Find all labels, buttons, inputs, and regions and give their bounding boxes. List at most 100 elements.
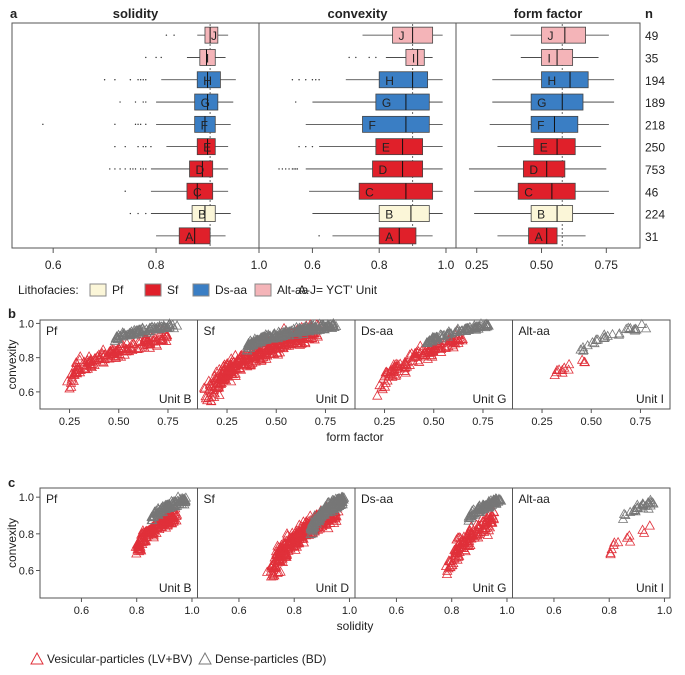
outlier-point [142,101,144,103]
dense-point [474,506,486,516]
outlier-point [132,168,134,170]
subplot-unit: Unit G [472,392,506,406]
vesicular-point [123,345,135,356]
vesicular-point [563,364,574,374]
vesicular-point [143,529,154,540]
vesicular-point [161,330,172,340]
outlier-point [295,101,297,103]
x-tick-label: 0.25 [59,416,80,428]
vesicular-point [441,568,453,578]
dense-point [591,334,602,344]
vesicular-point [133,545,145,556]
outlier-point [119,101,121,103]
outlier-point [291,168,294,170]
dense-point [443,326,455,336]
box-unit-label: E [540,141,548,155]
vesicular-point [98,357,109,367]
box-unit-label: I [548,51,551,65]
vesicular-point [146,523,158,534]
vesicular-point [71,363,83,374]
vesicular-point [234,354,246,364]
vesicular-triangle-icon [30,651,44,665]
vesicular-point [110,345,121,355]
vesicular-point [110,350,121,360]
outlier-point [298,145,300,148]
vesicular-point [298,537,310,547]
outlier-point [145,145,147,148]
vesicular-point [212,372,223,382]
vesicular-point [295,526,307,536]
dense-point [281,326,292,336]
vesicular-point [102,350,113,360]
subplot-facies: Sf [204,324,216,338]
x-tick-label: 0.25 [531,416,552,428]
n-value: 753 [645,163,665,177]
outlier-point [318,79,320,81]
vesicular-point [549,369,560,380]
n-value: 49 [645,29,659,43]
dense-point [467,505,478,515]
vesicular-point [260,347,272,358]
y-tick-label: 1.0 [19,492,34,504]
box-unit-label: B [385,208,393,222]
y-tick-label: 0.8 [19,529,34,541]
dense-point [262,332,273,342]
dense-point [607,328,618,339]
vesicular-point [68,375,79,385]
vesicular-point [142,334,153,344]
outlier-point [295,168,297,170]
outlier-point [311,145,314,148]
box-unit-label: C [193,185,202,199]
box [372,160,424,178]
outlier-point [291,79,294,81]
outlier-point [348,56,350,59]
boxplot-title-1: convexity [328,6,389,21]
box [189,160,214,178]
box-unit-label: G [537,96,546,110]
vesicular-point [81,359,92,369]
vesicular-point [138,336,149,347]
vesicular-point [169,515,180,525]
dense-point [129,327,140,337]
vesicular-point [275,542,286,552]
dense-point [114,330,126,340]
vesicular-point [450,548,461,558]
vesicular-point [400,367,411,377]
dense-point [463,511,475,521]
vesicular-point [277,556,289,566]
vesicular-point [203,392,214,402]
vesicular-point [379,371,390,381]
subplot-unit: Unit D [316,392,350,406]
dense-point [599,332,611,342]
vesicular-point [225,358,236,368]
box [362,115,430,133]
vesicular-point [551,364,563,375]
vesicular-point [224,362,236,372]
outlier-point [134,168,137,170]
vesicular-point [280,544,291,554]
dense-point [644,497,655,508]
vesicular-point [138,340,149,350]
dense-point [620,509,631,519]
dense-point [278,326,289,337]
dense-point [429,332,441,343]
vesicular-point [275,546,287,556]
box [517,182,576,200]
dense-point [443,328,454,338]
dense-point [468,323,480,333]
vesicular-point [230,370,241,380]
outlier-point [137,79,139,81]
dense-point [242,340,254,350]
vesicular-point [277,545,288,555]
dense-point [482,318,493,329]
vesicular-point [261,566,273,576]
dense-point [491,493,502,503]
x-tick-label: 0.6 [389,605,404,617]
vesicular-point [372,390,383,400]
vesicular-point [485,514,497,525]
vesicular-point [441,342,452,352]
outlier-point [298,79,300,81]
vesicular-point [231,363,242,373]
particle-legend: Vesicular-particles (LV+BV) Dense-partic… [30,651,326,666]
